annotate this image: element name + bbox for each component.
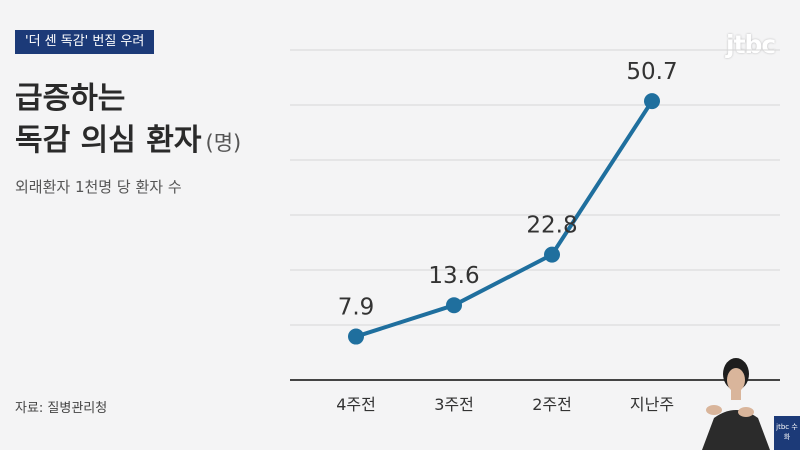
source-note: 자료: 질병관리청 — [15, 401, 108, 416]
interpreter-badge: jtbc 수화 — [774, 416, 800, 450]
data-label: 13.6 — [428, 263, 479, 289]
x-tick-label: 4주전 — [336, 395, 376, 414]
topic-tag: '더 센 독감' 번질 우려 — [15, 30, 155, 54]
title-line-2-text: 독감 의심 환자 — [15, 123, 202, 158]
title-line-1: 급증하는 — [15, 81, 126, 116]
title-line-2: 독감 의심 환자 (명) — [15, 120, 241, 164]
chart-subtitle: 외래환자 1천명 당 환자 수 — [15, 178, 182, 196]
data-label: 7.9 — [338, 295, 375, 321]
series-line — [355, 100, 654, 339]
unit-label: (명) — [205, 131, 242, 155]
data-point — [644, 93, 660, 110]
x-tick-label: 3주전 — [434, 395, 474, 414]
x-tick-label: 2주전 — [532, 395, 572, 414]
interpreter-figure — [702, 358, 770, 450]
sign-language-interpreter: jtbc 수화 — [684, 348, 800, 450]
data-point — [446, 297, 462, 314]
x-tick-label: 지난주 — [630, 395, 674, 414]
data-point — [348, 328, 364, 345]
data-point — [544, 246, 560, 263]
data-label: 22.8 — [526, 213, 577, 239]
data-label: 50.7 — [626, 59, 677, 85]
chart-title: 급증하는 독감 의심 환자 (명) — [15, 78, 241, 164]
jtbc-logo: jtbc — [726, 30, 776, 59]
